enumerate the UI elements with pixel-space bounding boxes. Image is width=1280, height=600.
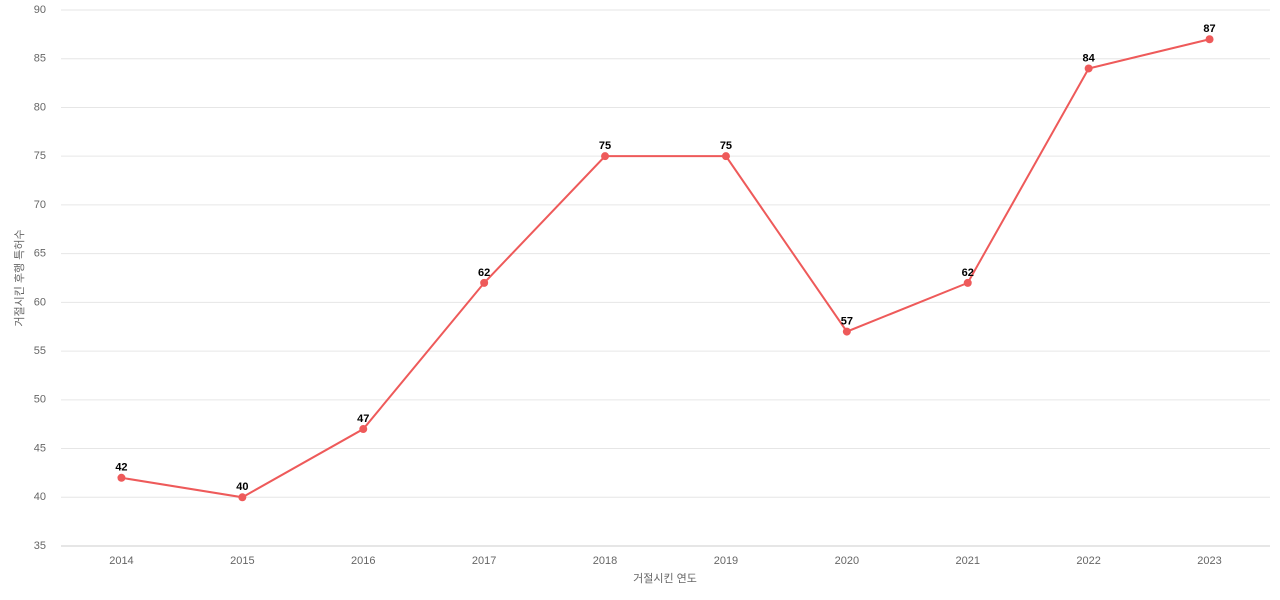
y-tick-label: 45 (34, 442, 46, 454)
point (601, 152, 610, 161)
y-tick-label: 80 (34, 101, 46, 113)
point (721, 152, 730, 161)
x-tick-label: 2019 (714, 555, 738, 567)
y-tick-label: 40 (34, 491, 46, 503)
line (121, 38, 1210, 499)
x-axis-label: 거절시킨 연도 (633, 572, 697, 585)
value-label: 62 (962, 267, 974, 279)
x-tick-label: 2014 (109, 555, 133, 567)
y-tick-label: 85 (34, 53, 46, 65)
value-label: 75 (599, 140, 611, 152)
x-tick-label: 2023 (1197, 555, 1221, 567)
point (359, 425, 368, 434)
y-axis-label: 거절시킨 후행 특허수 (13, 229, 26, 326)
x-tick-label: 2018 (593, 555, 617, 567)
x-tick-label: 2022 (1076, 555, 1100, 567)
y-tick-label: 70 (34, 199, 46, 211)
point (963, 278, 972, 287)
x-tick-label: 2015 (230, 555, 254, 567)
point (480, 278, 489, 287)
y-tick-label: 55 (34, 345, 46, 357)
x-tick-label: 2021 (956, 555, 980, 567)
value-label: 87 (1203, 23, 1215, 35)
value-label: 84 (1083, 52, 1096, 64)
x-tick-label: 2020 (835, 555, 859, 567)
value-label: 40 (236, 481, 248, 493)
value-label: 75 (720, 140, 732, 152)
y-tick-label: 90 (34, 4, 46, 16)
y-tick-label: 35 (34, 540, 46, 552)
point (117, 473, 126, 482)
point (842, 327, 851, 336)
point (1084, 64, 1093, 73)
point (238, 493, 247, 502)
point (1205, 35, 1214, 44)
y-tick-label: 60 (34, 296, 46, 308)
value-label: 42 (115, 462, 127, 474)
value-label: 57 (841, 316, 853, 328)
y-tick-label: 50 (34, 394, 46, 406)
x-tick-label: 2016 (351, 555, 375, 567)
y-tick-label: 65 (34, 248, 46, 260)
value-label: 47 (357, 413, 369, 425)
y-tick-label: 75 (34, 150, 46, 162)
value-label: 62 (478, 267, 490, 279)
x-tick-label: 2017 (472, 555, 496, 567)
